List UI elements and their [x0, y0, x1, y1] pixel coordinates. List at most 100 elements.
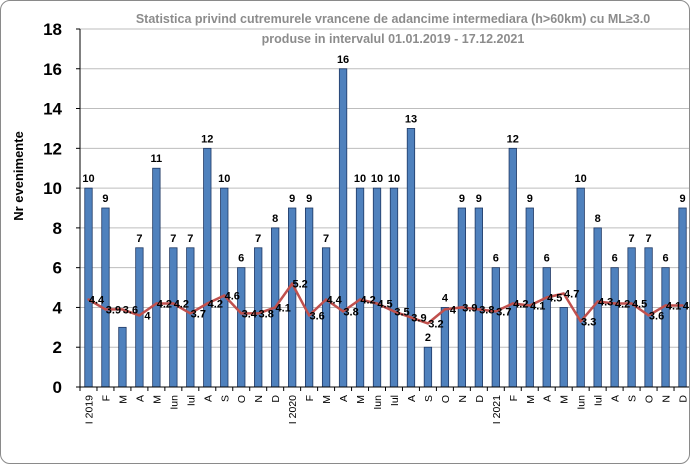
line-point: [375, 302, 379, 305]
x-tick-label: A: [134, 395, 146, 402]
line-point: [477, 308, 481, 311]
line-value-label: 4.4: [89, 294, 105, 306]
x-tick-label: O: [236, 395, 248, 403]
bar-value-label: 2: [425, 332, 431, 344]
line-value-label: 4.2: [513, 298, 528, 310]
line-point: [562, 292, 565, 295]
bar-value-label: 9: [102, 193, 108, 205]
line-value-label: 5.2: [293, 279, 308, 291]
bar-value-label: 7: [255, 233, 261, 245]
x-tick-label: M: [355, 395, 367, 404]
line-point: [426, 322, 430, 325]
line-value-label: 4.2: [174, 298, 189, 310]
y-axis-label: Nr evenimente: [11, 131, 26, 221]
bar: [152, 167, 161, 388]
line-value-label: 3.8: [343, 306, 358, 318]
bar: [508, 147, 517, 388]
bar-value-label: 8: [595, 213, 601, 225]
line-point: [613, 302, 616, 305]
line-value-label: 3.9: [411, 312, 426, 324]
line-value-label: 4: [450, 304, 457, 316]
line-value-label: 3.7: [496, 306, 511, 318]
bar: [237, 267, 246, 388]
bar-value-label: 7: [629, 233, 635, 245]
bar: [118, 326, 127, 388]
bar-value-label: 6: [612, 253, 618, 265]
x-tick-label: Iul: [185, 395, 197, 406]
line-value-label: 3.5: [394, 306, 409, 318]
line-point: [409, 316, 413, 319]
x-tick-label: O: [644, 395, 656, 403]
bar-value-label: 10: [218, 173, 230, 185]
line-point: [392, 310, 396, 313]
bar-value-label: 10: [388, 173, 400, 185]
x-tick-label: A: [610, 395, 622, 402]
bar-value-label: 13: [405, 113, 417, 125]
bar: [406, 128, 416, 388]
line-point: [257, 312, 260, 315]
bar-value-label: 6: [662, 253, 668, 265]
line-point: [104, 308, 107, 311]
line-value-label: 3.4: [242, 308, 258, 320]
bar-value-label: 6: [238, 253, 244, 265]
line-point: [138, 314, 141, 317]
magnitude-line: [87, 282, 683, 325]
x-tick-label: I 2020: [287, 395, 299, 424]
line-value-label: 4: [144, 310, 151, 322]
line-point: [206, 302, 209, 305]
line-value-label: 4.2: [615, 298, 630, 310]
line-point: [511, 302, 514, 305]
line-value-label: 4.2: [157, 298, 172, 310]
bar: [288, 207, 297, 388]
line-value-label: 3.6: [123, 304, 138, 316]
line-value-label: 4.5: [632, 298, 647, 310]
line-value-label: 3.8: [479, 304, 494, 316]
bar-value-label: 7: [170, 233, 176, 245]
y-tick-label: 4: [53, 298, 63, 317]
y-tick-label: 2: [53, 338, 62, 357]
x-tick-label: O: [440, 395, 452, 403]
line-point: [290, 282, 294, 285]
x-tick-label: Iun: [168, 395, 180, 410]
line-value-label: 4.7: [564, 289, 579, 301]
bar-value-label: 9: [527, 193, 533, 205]
x-tick-label: Iul: [389, 395, 401, 406]
bar: [661, 267, 670, 388]
bar-value-label: 7: [136, 233, 142, 245]
bar-value-label: 9: [459, 193, 465, 205]
bar: [169, 247, 178, 388]
bar-value-label: 10: [575, 173, 587, 185]
x-tick-label: M: [151, 395, 163, 404]
x-tick-label: Iun: [576, 395, 588, 410]
line-value-label: 3.7: [191, 308, 206, 320]
bar: [678, 207, 687, 388]
bar: [542, 267, 551, 388]
bar-value-label: 10: [82, 173, 94, 185]
bar-value-label: 9: [306, 193, 312, 205]
line-value-label: 3.8: [259, 308, 274, 320]
x-tick-label: Iul: [593, 395, 605, 406]
line-point: [443, 308, 447, 311]
line-point: [307, 314, 311, 317]
x-tick-label: M: [525, 395, 537, 404]
line-point: [358, 298, 362, 301]
line-value-label: 4.5: [547, 293, 562, 305]
x-tick-label: D: [474, 395, 486, 403]
line-point: [664, 304, 667, 307]
x-tick-label: S: [423, 395, 435, 402]
bar-value-label: 16: [337, 54, 349, 66]
bar-value-label: 8: [272, 213, 278, 225]
x-tick-label: M: [117, 395, 129, 404]
y-tick-label: 18: [43, 20, 62, 39]
line-point: [121, 308, 124, 311]
line-point: [494, 310, 498, 313]
line-series: [87, 282, 684, 325]
bar-value-label: 10: [371, 173, 383, 185]
line-point: [155, 302, 158, 305]
y-tick-label: 10: [43, 179, 62, 198]
line-value-label: 4.5: [377, 298, 392, 310]
bar: [84, 187, 93, 388]
line-point: [545, 296, 548, 299]
